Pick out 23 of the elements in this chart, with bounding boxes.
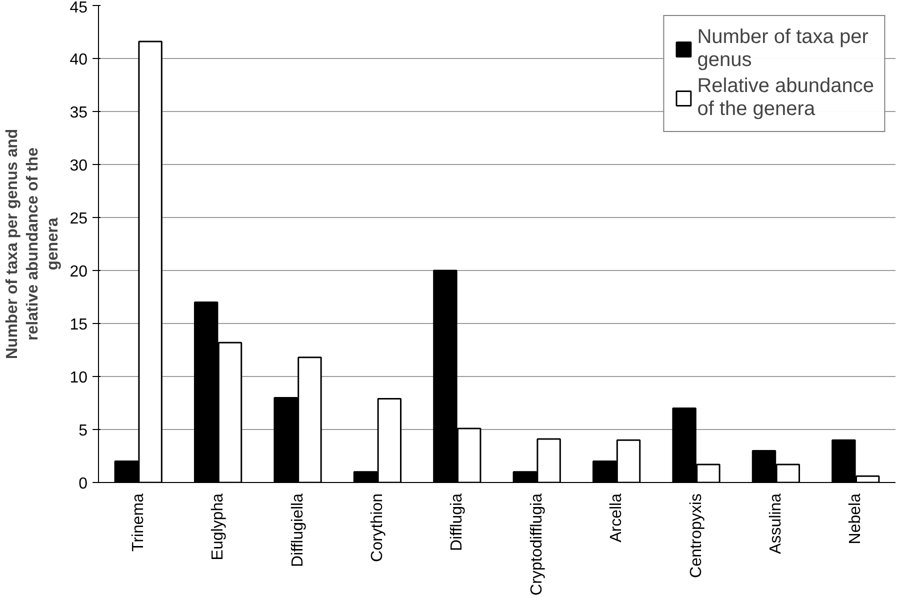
legend-label: Relative abundance of the genera	[697, 75, 874, 121]
y-tick-label: 10	[70, 370, 88, 386]
x-tick-label: Difflugiella	[289, 493, 306, 568]
y-tick-label: 45	[70, 0, 88, 16]
x-tick-label: Centropyxis	[688, 493, 705, 578]
y-tick-label: 30	[70, 158, 88, 174]
x-tick-label: Difflugia	[448, 493, 466, 552]
y-tick-label: 5	[78, 422, 88, 440]
y-tick-label: 40	[70, 52, 88, 68]
x-tick-label: Corythion	[368, 493, 386, 562]
x-tick-label: Assulina	[767, 493, 784, 554]
x-tick-label: Trinema	[130, 493, 147, 552]
x-tick-label: Cryptodifflugia	[528, 493, 546, 596]
y-tick-label: 15	[70, 316, 88, 334]
x-tick-label: Nebela	[847, 493, 864, 544]
y-tick-label: 25	[70, 210, 88, 228]
y-tick-label: 0	[78, 476, 88, 492]
y-tick-label: 35	[70, 104, 88, 122]
y-tick-label: 20	[70, 264, 88, 280]
legend-label: Number of taxa per genus	[697, 26, 868, 72]
y-axis-title: Number of taxa per genus and relative abundance of the genera	[4, 128, 62, 360]
x-tick-label: Arcella	[608, 493, 626, 542]
x-tick-label: Euglypha	[210, 493, 227, 560]
